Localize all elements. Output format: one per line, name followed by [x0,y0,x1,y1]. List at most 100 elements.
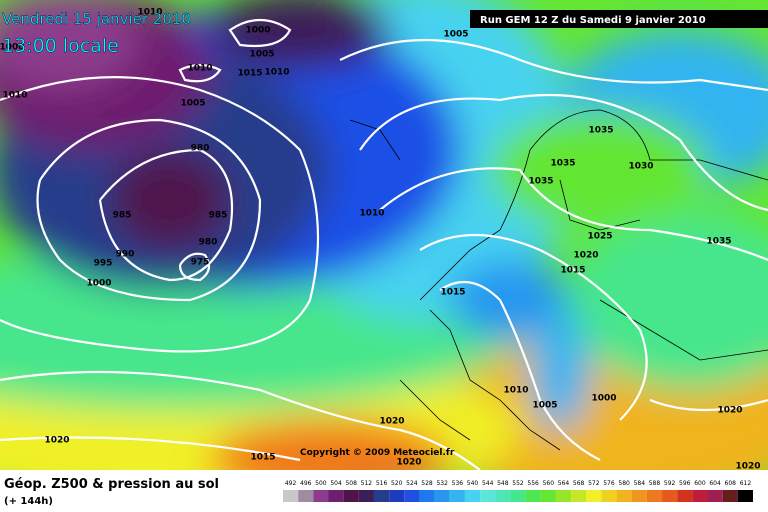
scale-label: 524 [406,480,418,487]
isobar-labels: 1010 1000 1005 1010 1015 1010 1005 1010 … [0,8,761,472]
scale-swatch [586,490,602,502]
scale-label: 552 [512,480,524,487]
scale-label: 576 [603,480,615,487]
scale-label: 612 [740,480,752,487]
isobar-label: 1020 [735,462,760,472]
isobar-label: 990 [116,250,135,260]
scale-label: 568 [573,480,585,487]
scale-label: 512 [361,480,373,487]
isobar-label: 1010 [2,91,27,101]
color-scale: 492 496 500 504 508 512 516 520 524 528 532 536 540 5… [283,480,753,502]
isobar-label: 1000 [245,26,270,36]
isobar-label: 1020 [573,251,598,261]
scale-swatch [646,490,663,502]
scale-swatch [510,490,526,502]
scale-swatch [434,490,450,502]
isobar-label: 1005 [443,30,468,40]
scale-swatch [662,490,678,502]
scale-swatch [343,490,359,502]
scale-label: 492 [285,480,297,487]
scale-swatch [464,490,481,502]
footer-title: Géop. Z500 & pression au sol [4,477,219,492]
isobar-label: 1005 [532,401,557,411]
scale-label: 496 [300,480,312,487]
scale-swatch [555,490,572,502]
scale-swatch [373,490,390,502]
scale-label: 504 [330,480,342,487]
forecast-date: Vendredi 15 janvier 2010 [2,10,191,28]
scale-swatch [313,490,329,502]
scale-label: 564 [558,480,570,487]
isobar-label: 1030 [628,162,653,172]
isobar-label: 1020 [396,458,421,468]
scale-label: 592 [664,480,676,487]
scale-label: 540 [467,480,479,487]
isobar-label: 1020 [44,436,69,446]
scale-label: 588 [649,480,661,487]
isobar-label: 1005 [249,50,274,60]
scale-label: 532 [436,480,448,487]
footer-lead: (+ 144h) [4,496,53,507]
scale-swatch [358,490,374,502]
scale-swatch [631,490,647,502]
scale-swatch [283,490,299,502]
scale-label: 516 [376,480,388,487]
isobar-label: 1010 [503,386,528,396]
scale-label: 528 [421,480,433,487]
scale-swatch [571,490,587,502]
isobar-label: 1000 [0,43,25,53]
scale-swatch [722,490,738,502]
scale-swatch [480,490,496,502]
isobar-label: 1000 [86,279,111,289]
isobar-label: 1015 [237,69,262,79]
scale-label: 520 [391,480,403,487]
isobar-label: 1035 [550,159,575,169]
scale-swatch [692,490,708,502]
scale-label: 600 [694,480,706,487]
scale-swatch [389,490,405,502]
scale-swatch [404,490,420,502]
isobar-label: 1015 [440,288,465,298]
isobar-label: 1000 [591,394,616,404]
scale-label: 580 [618,480,630,487]
scale-swatch [616,490,632,502]
scale-swatch [449,490,465,502]
scale-label: 508 [345,480,357,487]
scale-label: 544 [482,480,494,487]
scale-label: 584 [634,480,646,487]
scale-label: 556 [527,480,539,487]
isobar-label: 1015 [250,453,275,463]
scale-label: 596 [679,480,691,487]
scale-swatch [737,490,753,502]
scale-swatch [707,490,723,502]
scale-swatch [495,490,511,502]
isobar-label: 1035 [706,237,731,247]
run-info: Run GEM 12 Z du Samedi 9 janvier 2010 [480,15,706,26]
isobar-label: 980 [191,144,210,154]
isobar-label: 1010 [359,209,384,219]
scale-swatch [298,490,314,502]
isobar-label: 1020 [717,406,742,416]
isobar-label: 985 [113,211,132,221]
scale-label: 608 [725,480,737,487]
isobar-label: 1010 [264,68,289,78]
scale-swatch [328,490,344,502]
scale-label: 548 [497,480,509,487]
scale-label: 604 [709,480,721,487]
isobars [0,19,768,470]
scale-swatch [677,490,693,502]
isobar-label: 995 [94,259,113,269]
isobar-label: 975 [191,258,210,268]
isobar-label: 980 [199,238,218,248]
scale-swatch [601,490,617,502]
isobar-label: 1010 [187,64,212,74]
scale-swatch [419,490,435,502]
isobar-label: 1035 [528,177,553,187]
scale-swatch [525,490,541,502]
scale-label: 536 [452,480,464,487]
scale-swatch [540,490,556,502]
forecast-time: 13:00 locale [2,35,119,57]
